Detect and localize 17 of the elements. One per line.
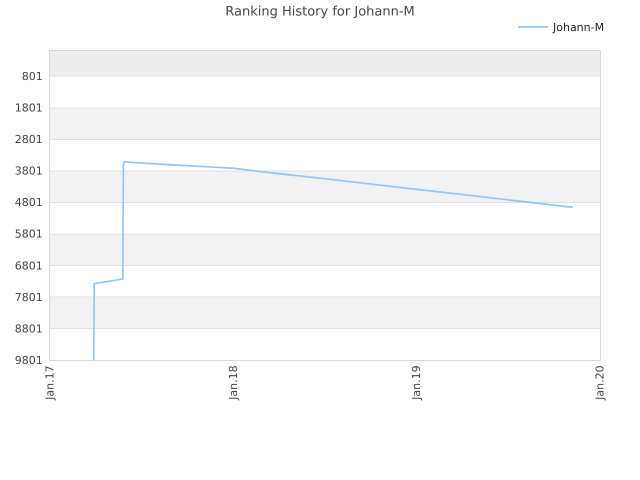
y-tick-label: 1801 [14, 102, 43, 115]
y-tick-label: 8801 [14, 322, 43, 336]
y-tick-label: 4801 [14, 196, 43, 210]
x-tick-label: Jan.18 [226, 365, 240, 401]
x-tick-label: Jan.17 [44, 365, 57, 401]
x-tick-label: Jan.19 [410, 365, 424, 401]
y-tick-label: 5801 [14, 228, 43, 241]
line-series [92, 160, 574, 360]
x-tick-label: Jan.20 [594, 365, 607, 401]
y-tick-label: 3801 [14, 164, 43, 178]
y-tick-label: 2801 [14, 133, 43, 146]
y-tick-label: 9801 [14, 354, 43, 367]
y-tick-label: 801 [22, 70, 43, 84]
chart-title: Ranking History for Johann-M [225, 4, 415, 20]
y-tick-label: 7801 [14, 290, 43, 304]
legend-label: Johann-M [552, 21, 604, 34]
y-tick-label: 6801 [14, 259, 43, 272]
